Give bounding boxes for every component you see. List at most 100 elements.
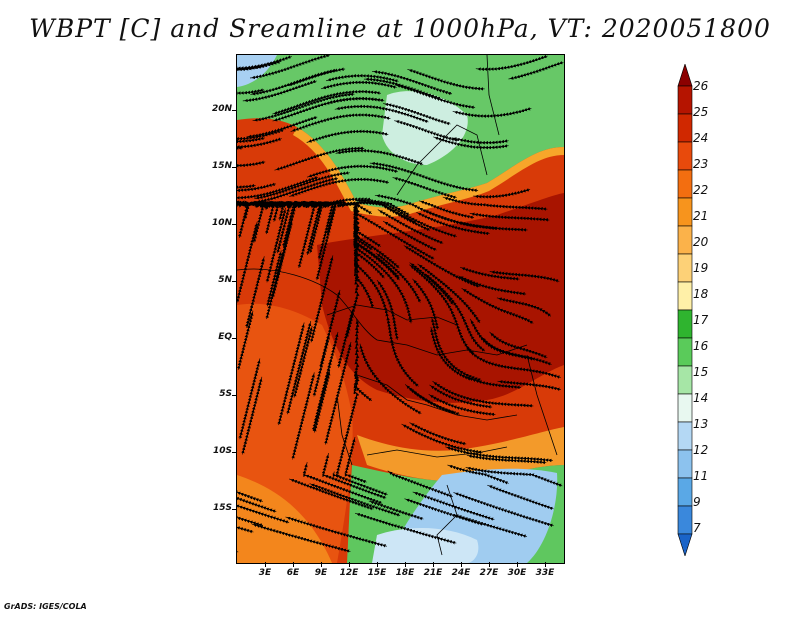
streamline bbox=[237, 60, 281, 72]
streamline bbox=[445, 446, 553, 463]
streamline bbox=[272, 89, 382, 115]
colorbar-label-11: 11 bbox=[693, 469, 709, 483]
lat-tick bbox=[232, 110, 237, 111]
streamline bbox=[241, 376, 263, 455]
streamline bbox=[288, 478, 374, 511]
colorbar-swatch-0 bbox=[677, 85, 693, 115]
streamline bbox=[237, 175, 319, 200]
lat-label-15n: 15N bbox=[211, 161, 232, 171]
lat-tick bbox=[232, 167, 237, 168]
streamline bbox=[368, 500, 424, 521]
streamline bbox=[237, 221, 258, 303]
lon-tick bbox=[545, 562, 546, 567]
lon-tick bbox=[349, 562, 350, 567]
streamline bbox=[395, 84, 476, 110]
colorbar-bottom-triangle bbox=[677, 533, 693, 556]
streamlines bbox=[237, 55, 564, 554]
lat-tick bbox=[232, 224, 237, 225]
colorbar-swatch-3 bbox=[677, 169, 693, 199]
colorbar-swatch-14 bbox=[677, 477, 693, 507]
streamline bbox=[489, 331, 548, 359]
colorbar-swatch-5 bbox=[677, 225, 693, 255]
streamline bbox=[237, 549, 239, 554]
lon-tick bbox=[461, 562, 462, 567]
streamline bbox=[314, 331, 339, 423]
lon-tick bbox=[517, 562, 518, 567]
streamline bbox=[237, 160, 266, 168]
streamline bbox=[265, 250, 282, 307]
lat-tick bbox=[232, 509, 237, 510]
colorbar-swatch-8 bbox=[677, 309, 693, 339]
lon-label-21e: 21E bbox=[423, 568, 443, 578]
colorbar-swatch-7 bbox=[677, 281, 693, 311]
streamline bbox=[242, 79, 317, 103]
lon-tick bbox=[405, 562, 406, 567]
streamline bbox=[237, 128, 285, 141]
streamline bbox=[487, 484, 554, 511]
streamline bbox=[473, 188, 531, 199]
colorbar bbox=[677, 64, 693, 556]
colorbar-label-21: 21 bbox=[693, 209, 709, 223]
streamline bbox=[336, 308, 354, 368]
streamline bbox=[343, 201, 431, 232]
lat-label-5n: 5N bbox=[218, 275, 232, 285]
colorbar-label-25: 25 bbox=[693, 105, 709, 119]
lat-label-15s: 15S bbox=[212, 503, 232, 513]
colorbar-swatch-9 bbox=[677, 337, 693, 367]
lon-label-30e: 30E bbox=[507, 568, 527, 578]
lon-label-27e: 27E bbox=[479, 568, 499, 578]
lat-label-10n: 10N bbox=[211, 218, 232, 228]
map-canvas bbox=[237, 55, 564, 563]
colorbar-label-15: 15 bbox=[693, 365, 709, 379]
colorbar-label-13: 13 bbox=[693, 417, 709, 431]
lon-label-6e: 6E bbox=[286, 568, 300, 578]
lon-label-3e: 3E bbox=[258, 568, 272, 578]
streamline bbox=[442, 196, 548, 211]
streamline bbox=[251, 523, 351, 553]
streamline bbox=[496, 297, 552, 317]
streamline bbox=[237, 137, 282, 149]
streamline bbox=[309, 255, 334, 343]
colorbar-swatch-6 bbox=[677, 253, 693, 283]
streamline bbox=[252, 200, 324, 214]
colorbar-swatch-15 bbox=[677, 505, 693, 535]
colorbar-swatch-13 bbox=[677, 449, 693, 479]
lon-label-12e: 12E bbox=[339, 568, 359, 578]
colorbar-label-9: 9 bbox=[693, 495, 701, 509]
colorbar-label-12: 12 bbox=[693, 443, 709, 457]
streamline bbox=[335, 148, 424, 166]
lat-label-eq: EQ bbox=[218, 332, 232, 342]
colorbar-swatch-4 bbox=[677, 197, 693, 227]
colorbar-top-triangle bbox=[677, 64, 693, 87]
colorbar-label-24: 24 bbox=[693, 131, 709, 145]
lat-tick bbox=[232, 338, 237, 339]
lon-label-9e: 9E bbox=[314, 568, 328, 578]
streamline bbox=[452, 107, 532, 118]
streamline bbox=[335, 370, 360, 478]
lon-label-15e: 15E bbox=[367, 568, 387, 578]
colorbar-label-14: 14 bbox=[693, 391, 709, 405]
lat-label-10s: 10S bbox=[212, 446, 232, 456]
colorbar-swatch-1 bbox=[677, 113, 693, 143]
streamline bbox=[249, 55, 330, 80]
colorbar-label-23: 23 bbox=[693, 157, 709, 171]
streamline bbox=[334, 104, 429, 124]
streamline bbox=[508, 60, 564, 80]
streamline bbox=[459, 266, 520, 281]
lat-tick bbox=[232, 395, 237, 396]
colorbar-label-16: 16 bbox=[693, 339, 709, 353]
colorbar-swatch-2 bbox=[677, 141, 693, 171]
lon-tick bbox=[293, 562, 294, 567]
colorbar-label-26: 26 bbox=[693, 79, 709, 93]
colorbar-label-19: 19 bbox=[693, 261, 709, 275]
lat-label-5s: 5S bbox=[219, 389, 232, 399]
streamline bbox=[423, 209, 498, 230]
streamline bbox=[404, 384, 455, 415]
lon-label-33e: 33E bbox=[535, 568, 555, 578]
streamline bbox=[407, 68, 485, 91]
lon-tick bbox=[321, 562, 322, 567]
lat-tick bbox=[232, 281, 237, 282]
streamline bbox=[306, 164, 398, 178]
streamline bbox=[433, 136, 509, 150]
footer-credit: GrADS: IGES/COLA bbox=[4, 602, 87, 611]
